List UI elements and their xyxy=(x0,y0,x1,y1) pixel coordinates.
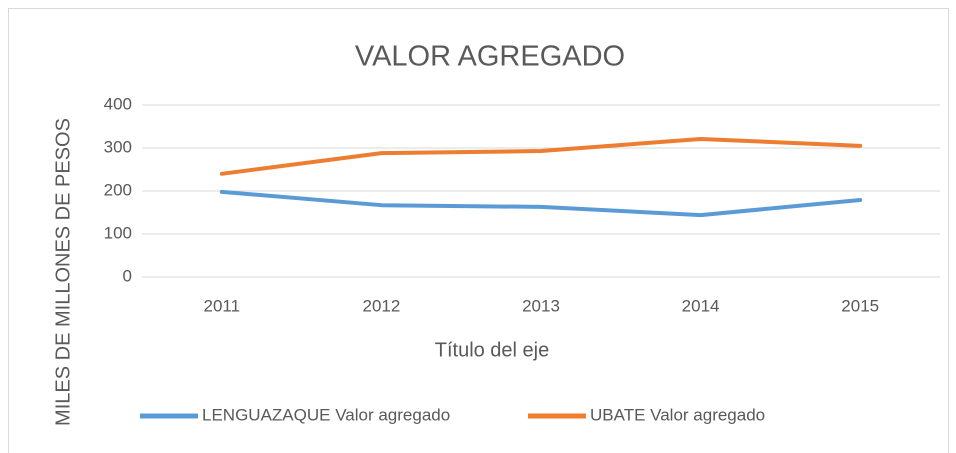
chart-title: VALOR AGREGADO xyxy=(355,41,625,73)
x-axis-title: Título del eje xyxy=(435,339,550,361)
legend-label: LENGUAZAQUE Valor agregado xyxy=(202,405,450,424)
legend-label: UBATE Valor agregado xyxy=(590,405,765,424)
x-tick-label: 2011 xyxy=(204,296,241,315)
y-tick-label: 400 xyxy=(104,94,132,113)
y-tick-label: 100 xyxy=(104,223,132,242)
y-axis-title: MILES DE MILLONES DE PESOS xyxy=(52,118,74,426)
y-tick-label: 0 xyxy=(123,266,132,285)
x-tick-label: 2012 xyxy=(362,296,400,315)
y-tick-label: 300 xyxy=(104,137,132,156)
chart-border xyxy=(8,8,949,453)
series-line xyxy=(219,136,863,176)
y-tick-label: 200 xyxy=(104,180,132,199)
x-tick-label: 2013 xyxy=(522,296,560,315)
series-line xyxy=(219,189,863,218)
x-tick-label: 2015 xyxy=(841,296,879,315)
x-tick-label: 2014 xyxy=(682,296,720,315)
